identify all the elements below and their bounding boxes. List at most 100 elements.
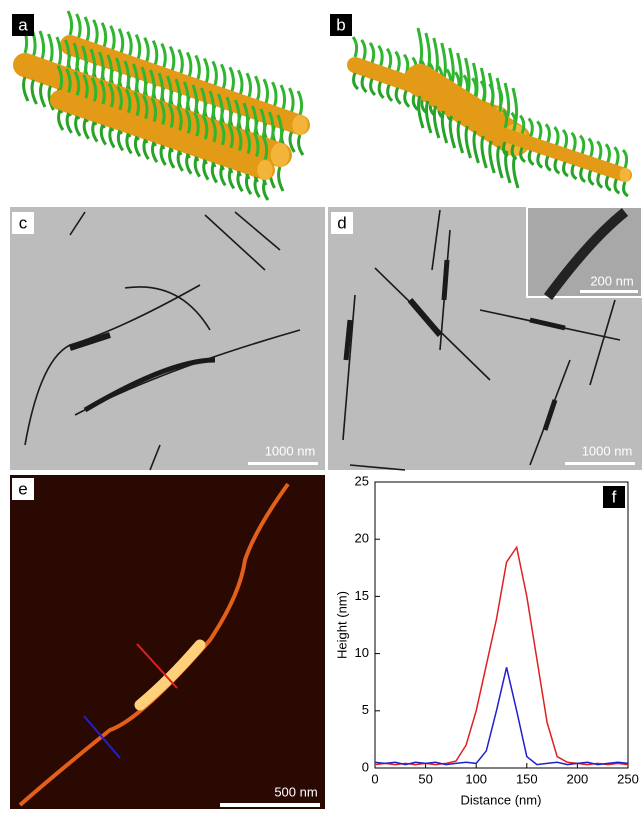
polymer-corona: [111, 26, 115, 50]
scale-label: 1000 nm: [265, 443, 316, 458]
polymer-corona: [40, 31, 44, 59]
rod-end: [292, 115, 307, 135]
polymer-corona: [162, 44, 166, 68]
polymer-corona: [354, 73, 358, 89]
polymer-corona: [555, 159, 559, 173]
polymer-corona: [624, 182, 628, 196]
polymer-corona: [41, 83, 45, 107]
polymer-corona: [68, 11, 72, 35]
polymer-corona: [24, 77, 28, 101]
polymer-corona: [119, 29, 123, 53]
polymer-corona: [371, 79, 375, 95]
polymer-corona: [490, 141, 494, 173]
polymer-corona: [379, 46, 383, 66]
panel-label: d: [337, 213, 346, 232]
polymer-corona: [32, 80, 36, 104]
polymer-corona: [537, 121, 541, 139]
polymer-corona: [153, 41, 157, 65]
x-tick-label: 50: [418, 771, 432, 786]
polymer-corona: [187, 52, 191, 76]
polymer-corona: [396, 52, 400, 72]
y-tick-label: 10: [355, 645, 369, 660]
plot-frame: [375, 482, 628, 768]
polymer-corona: [546, 156, 550, 170]
polymer-corona: [170, 47, 174, 71]
scale-bar: [248, 462, 318, 465]
figure: 1000 nm 1000 nm 200 nm 500 nm a b c d e …: [0, 0, 642, 809]
polymer-corona: [580, 136, 584, 154]
polymer-corona: [554, 127, 558, 145]
y-tick-label: 0: [362, 759, 369, 774]
scale-bar: [565, 462, 635, 465]
polymer-corona: [514, 156, 518, 188]
polymer-corona: [128, 32, 132, 56]
polymer-corona: [136, 35, 140, 59]
polymer-corona: [388, 85, 392, 101]
rod-illustrations: [23, 11, 630, 200]
scale-label: 200 nm: [590, 273, 633, 288]
rod-end: [257, 160, 272, 180]
polymer-corona: [255, 76, 259, 100]
polymer-corona: [204, 58, 208, 82]
polymer-corona: [442, 111, 446, 143]
polymer-corona: [145, 38, 149, 62]
polymer-corona: [598, 173, 602, 187]
polymer-corona: [179, 50, 183, 74]
polymer-corona: [466, 126, 470, 158]
polymer-corona: [589, 171, 593, 185]
polymer-corona: [396, 88, 400, 104]
polymer-corona: [434, 38, 438, 74]
polymer-corona: [264, 79, 268, 103]
polymer-corona: [362, 76, 366, 92]
polymer-corona: [450, 116, 454, 148]
polymer-corona: [572, 165, 576, 179]
polymer-corona: [597, 141, 601, 159]
polymer-corona: [247, 73, 251, 97]
afm-image: [10, 475, 325, 809]
x-tick-label: 200: [567, 771, 589, 786]
polymer-corona: [279, 167, 283, 191]
polymer-corona: [474, 131, 478, 163]
tem-image: [10, 207, 325, 470]
y-axis-label: Height (nm): [334, 591, 349, 659]
polymer-corona: [458, 121, 462, 153]
polymer-corona: [529, 151, 533, 165]
polymer-corona: [57, 37, 61, 65]
polymer-corona: [289, 88, 293, 112]
polymer-corona: [606, 176, 610, 190]
polymer-corona: [563, 130, 567, 148]
polymer-corona: [238, 70, 242, 94]
polymer-corona: [290, 132, 294, 152]
polymer-corona: [221, 64, 225, 88]
polymer-corona: [426, 33, 430, 69]
polymer-corona: [213, 61, 217, 85]
polymer-corona: [196, 55, 200, 79]
data-line: [375, 667, 628, 764]
polymer-corona: [581, 168, 585, 182]
x-axis-label: Distance (nm): [461, 792, 542, 807]
y-tick-label: 20: [355, 531, 369, 546]
scale-bar: [580, 290, 638, 293]
polymer-corona: [405, 91, 409, 107]
polymer-corona: [546, 124, 550, 142]
polymer-corona: [298, 91, 302, 115]
polymer-corona: [85, 17, 89, 41]
polymer-corona: [615, 179, 619, 193]
polymer-corona: [77, 14, 81, 38]
polymer-corona: [418, 28, 422, 64]
polymer-corona: [94, 20, 98, 44]
polymer-corona: [564, 162, 568, 176]
polymer-corona: [353, 37, 357, 57]
y-tick-label: 25: [355, 473, 369, 488]
x-tick-label: 150: [516, 771, 538, 786]
polymer-corona: [370, 43, 374, 63]
polymer-corona: [606, 144, 610, 162]
panel-label: f: [612, 487, 617, 506]
scale-bar: [220, 803, 320, 807]
panel-label: c: [19, 213, 28, 232]
polymer-corona: [589, 139, 593, 157]
x-tick-label: 250: [617, 771, 639, 786]
polymer-corona: [281, 85, 285, 109]
polymer-corona: [102, 23, 106, 47]
y-tick-label: 15: [355, 588, 369, 603]
